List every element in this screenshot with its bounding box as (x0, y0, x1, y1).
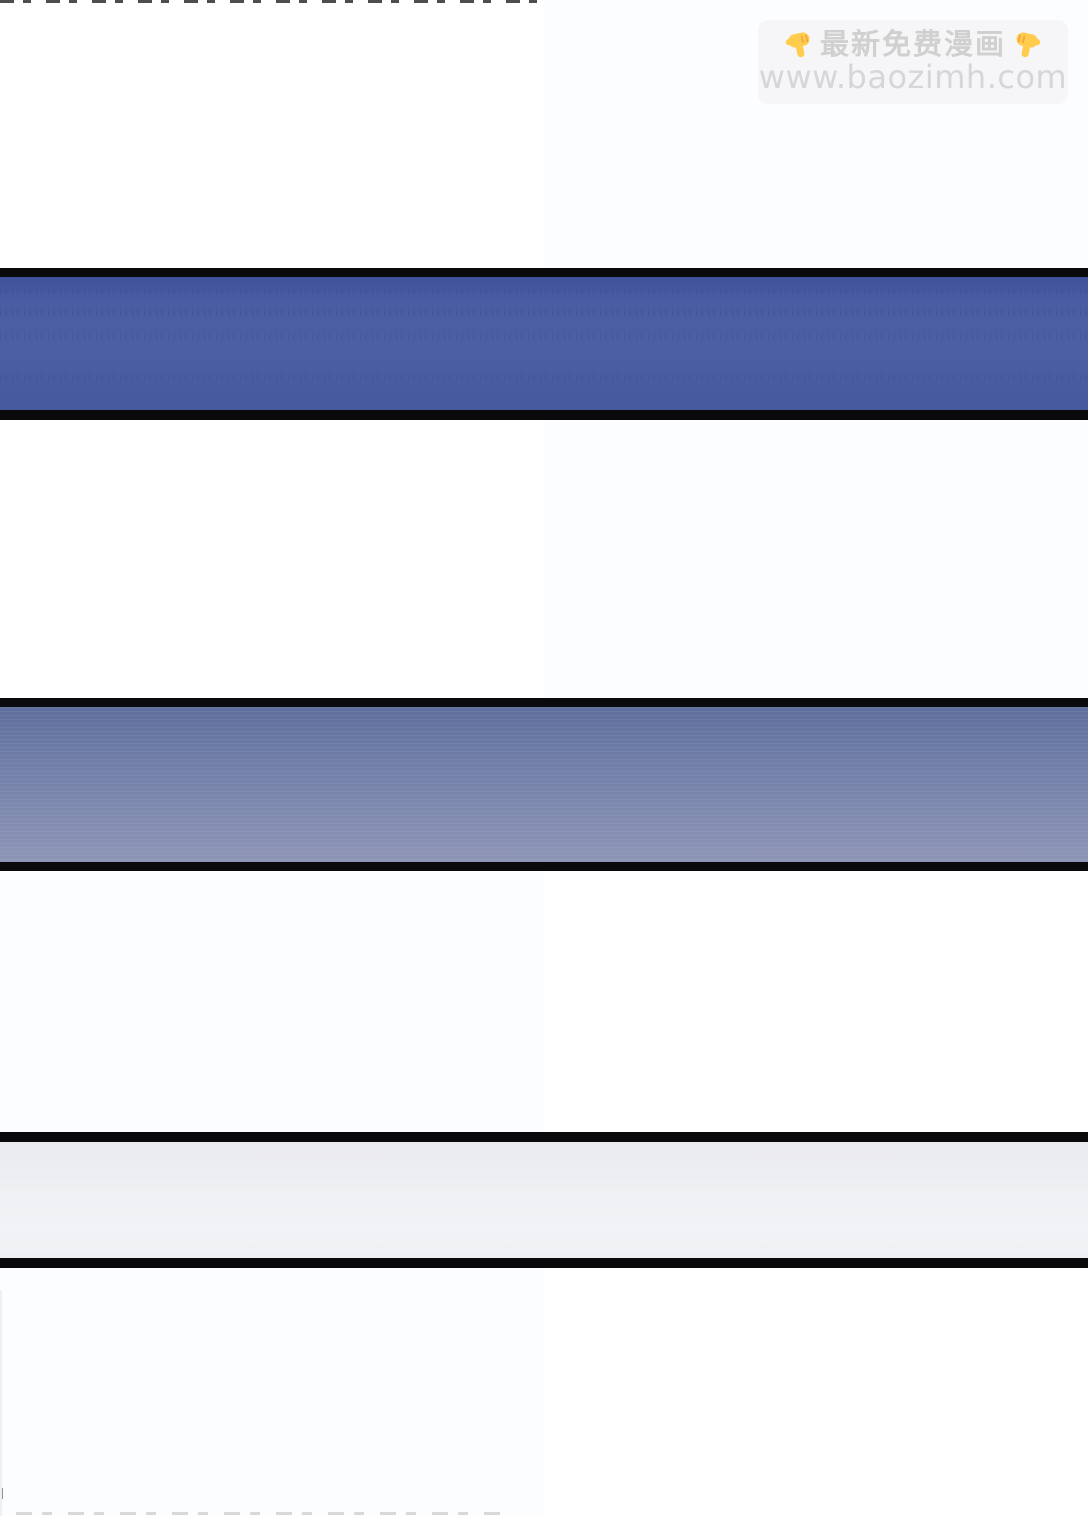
gap-between-panel-2-3 (0, 871, 1088, 1132)
gap-between-panel-1-2 (0, 420, 1088, 698)
panel-texture-row (0, 309, 1088, 316)
comic-panel-light (0, 1132, 1088, 1268)
panel-texture-row (0, 289, 1088, 293)
page-tear-top (0, 0, 548, 3)
watermark-text: 最新免费漫画 (819, 27, 1006, 62)
panel-scanlines (0, 707, 1088, 862)
pointing-down-icon (783, 29, 815, 61)
pointing-down-icon (1011, 29, 1043, 61)
page-tear-bottom (16, 1512, 508, 1515)
left-edge-line (0, 1290, 2, 1516)
watermark-url: www.baozimh.com (758, 57, 1068, 96)
comic-panel-slate (0, 698, 1088, 871)
watermark-title-row: 最新免费漫画 (783, 29, 1043, 61)
panel-texture-row (0, 333, 1088, 340)
comic-panel-blue (0, 268, 1088, 420)
gap-bottom (0, 1268, 1088, 1516)
watermark-badge: 最新免费漫画 www.baozimh.com (758, 20, 1068, 104)
panel-texture-row (0, 373, 1088, 380)
